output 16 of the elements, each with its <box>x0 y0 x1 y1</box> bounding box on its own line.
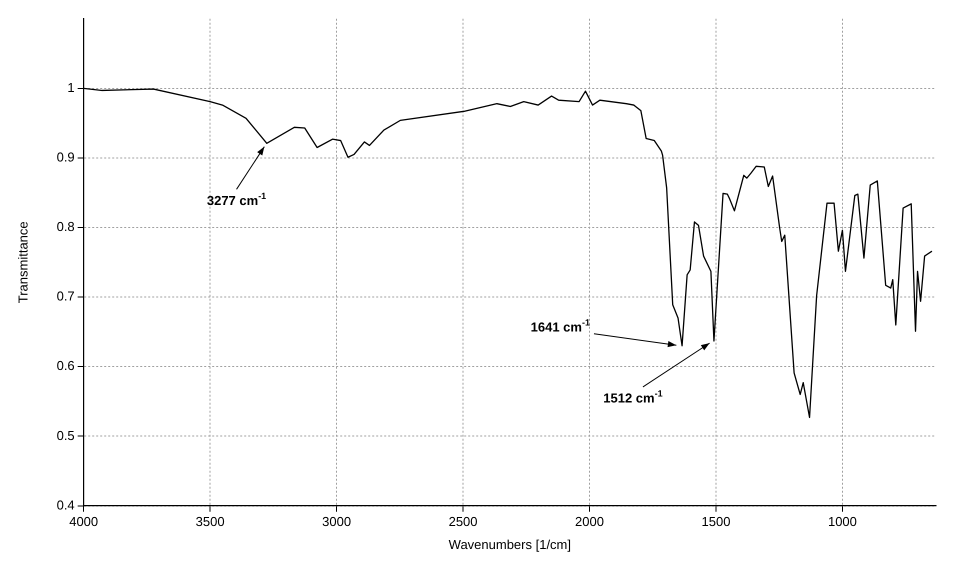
x-tick-label: 3500 <box>196 514 225 530</box>
x-tick-label: 2000 <box>575 514 604 530</box>
y-tick-label: 0.5 <box>56 428 75 443</box>
x-tick-label: 1000 <box>828 514 857 530</box>
y-tick-label: 0.4 <box>56 497 75 512</box>
y-tick-label: 0.8 <box>56 219 75 234</box>
y-tick-label: 0.6 <box>56 358 75 374</box>
x-tick-label: 1500 <box>702 514 730 530</box>
y-axis-title: Transmittance <box>15 221 30 304</box>
x-axis-title: Wavenumbers [1/cm] <box>448 536 572 552</box>
y-tick-label: 1 <box>67 80 75 95</box>
x-tick-label: 4000 <box>69 514 98 530</box>
y-tick-label: 0.7 <box>56 288 75 304</box>
y-tick-label: 0.9 <box>56 150 75 165</box>
x-tick-label: 3000 <box>322 514 352 530</box>
x-tick-label: 2500 <box>448 514 478 530</box>
